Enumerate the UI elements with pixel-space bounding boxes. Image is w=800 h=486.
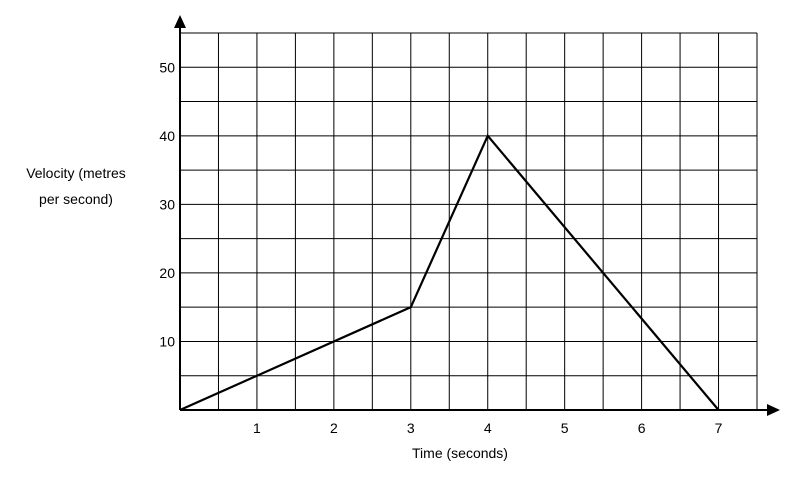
x-tick-label: 1 [253,420,261,436]
y-tick-label: 10 [159,333,175,349]
series [179,133,720,412]
y-tick-label: 50 [159,59,175,75]
x-axis-arrow [767,404,780,416]
x-tick-label: 7 [715,420,723,436]
grid [180,32,758,410]
x-tick-label: 2 [330,420,338,436]
x-tick-label: 4 [484,420,492,436]
series-line-0 [179,133,720,412]
y-tick-label: 20 [159,265,175,281]
x-axis-title: Time (seconds) [412,445,508,461]
x-tick-label: 6 [638,420,646,436]
x-tick-labels: 1 2 3 4 5 6 7 [253,420,723,436]
y-axis-title-line-2: per second) [39,191,113,207]
y-tick-label: 30 [159,196,175,212]
axes [174,15,780,416]
y-axis-arrow [174,15,186,28]
y-axis-title-line-1: Velocity (metres [26,165,126,181]
y-tick-label: 40 [159,128,175,144]
y-tick-labels: 10 20 30 40 50 [159,59,175,349]
x-tick-label: 5 [561,420,569,436]
x-tick-label: 3 [407,420,415,436]
